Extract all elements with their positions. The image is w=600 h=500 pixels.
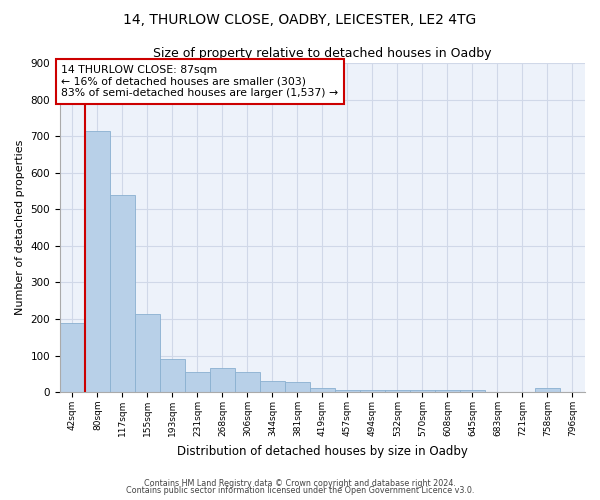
Bar <box>135 314 160 392</box>
Bar <box>360 390 385 392</box>
Bar <box>60 322 85 392</box>
Bar <box>85 130 110 392</box>
Text: Contains HM Land Registry data © Crown copyright and database right 2024.: Contains HM Land Registry data © Crown c… <box>144 478 456 488</box>
Bar <box>110 194 135 392</box>
Text: 14, THURLOW CLOSE, OADBY, LEICESTER, LE2 4TG: 14, THURLOW CLOSE, OADBY, LEICESTER, LE2… <box>124 12 476 26</box>
Bar <box>160 359 185 392</box>
Bar <box>410 390 435 392</box>
Bar <box>260 381 285 392</box>
Text: 14 THURLOW CLOSE: 87sqm
← 16% of detached houses are smaller (303)
83% of semi-d: 14 THURLOW CLOSE: 87sqm ← 16% of detache… <box>61 65 338 98</box>
Bar <box>235 372 260 392</box>
Bar <box>460 390 485 392</box>
Bar <box>335 390 360 392</box>
Bar <box>535 388 560 392</box>
Bar <box>435 390 460 392</box>
Bar <box>385 390 410 392</box>
Bar <box>285 382 310 392</box>
Title: Size of property relative to detached houses in Oadby: Size of property relative to detached ho… <box>153 48 492 60</box>
Bar <box>185 372 210 392</box>
X-axis label: Distribution of detached houses by size in Oadby: Distribution of detached houses by size … <box>177 444 468 458</box>
Bar <box>310 388 335 392</box>
Bar <box>210 368 235 392</box>
Y-axis label: Number of detached properties: Number of detached properties <box>15 140 25 316</box>
Text: Contains public sector information licensed under the Open Government Licence v3: Contains public sector information licen… <box>126 486 474 495</box>
